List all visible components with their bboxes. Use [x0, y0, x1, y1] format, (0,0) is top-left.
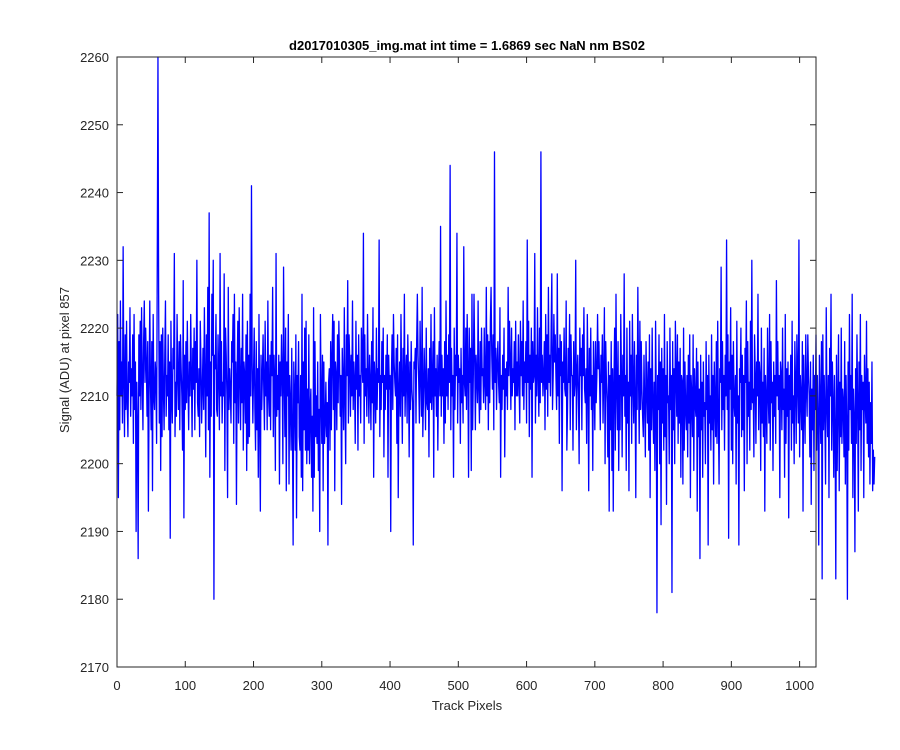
y-tick-label: 2220 [80, 321, 109, 336]
x-tick-label: 300 [311, 678, 333, 693]
x-tick-label: 0 [113, 678, 120, 693]
x-tick-label: 800 [652, 678, 674, 693]
y-tick-label: 2170 [80, 660, 109, 675]
y-tick-label: 2180 [80, 592, 109, 607]
x-tick-label: 100 [174, 678, 196, 693]
x-tick-label: 900 [721, 678, 743, 693]
y-axis-label: Signal (ADU) at pixel 857 [57, 287, 72, 433]
y-tick-label: 2240 [80, 186, 109, 201]
plot-area: 0 100 200 300 400 500 600 700 800 900 1000 2170 2180… [80, 50, 876, 693]
axes-frame [116, 56, 817, 668]
x-tick-label: 400 [379, 678, 401, 693]
y-tick-label: 2190 [80, 524, 109, 539]
y-tick-label: 2230 [80, 253, 109, 268]
x-tick-label: 200 [243, 678, 265, 693]
x-tick-label: 600 [516, 678, 538, 693]
y-tick-label: 2250 [80, 118, 109, 133]
x-tick-label: 700 [584, 678, 606, 693]
y-tick-label: 2210 [80, 389, 109, 404]
y-tick-label: 2200 [80, 457, 109, 472]
x-axis-label: Track Pixels [432, 698, 503, 713]
data-series-line-1 [116, 56, 876, 614]
x-tick-label: 500 [447, 678, 469, 693]
y-tick-label: 2260 [80, 50, 109, 65]
chart-title: d2017010305_img.mat int time = 1.6869 se… [289, 38, 645, 53]
x-tick-label: 1000 [785, 678, 814, 693]
